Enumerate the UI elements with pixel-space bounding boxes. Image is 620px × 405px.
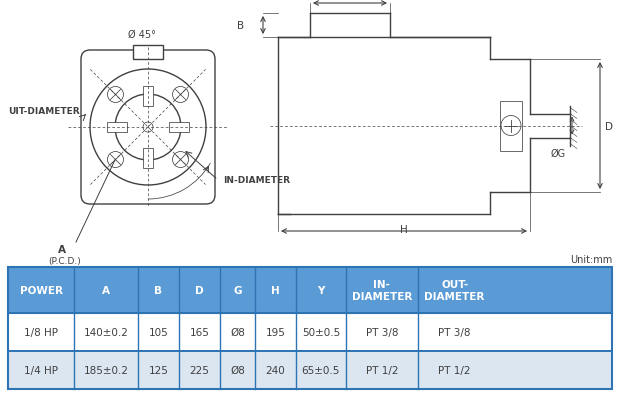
Text: PT 3/8: PT 3/8 [438,327,471,337]
Text: 165: 165 [190,327,210,337]
Text: 195: 195 [265,327,285,337]
Text: 1/8 HP: 1/8 HP [24,327,58,337]
Text: B: B [237,21,244,31]
Bar [8,267,612,389]
Circle shape [172,87,188,103]
Bar [8,313,612,351]
Circle shape [172,152,188,168]
Circle shape [107,152,123,168]
Bar [500,101,522,151]
Bar [8,267,612,313]
Text: PT 1/2: PT 1/2 [366,365,398,375]
Text: A: A [58,244,66,254]
Text: D: D [605,121,613,131]
Circle shape [143,123,153,133]
Text: G: G [233,285,242,295]
Text: 105: 105 [149,327,168,337]
Text: PT 1/2: PT 1/2 [438,365,471,375]
Text: D: D [195,285,204,295]
Text: Y: Y [317,285,324,295]
Text: B: B [154,285,162,295]
Text: H: H [271,285,280,295]
Text: Ø 45°: Ø 45° [128,30,156,40]
Text: 50±0.5: 50±0.5 [302,327,340,337]
Text: 185±0.2: 185±0.2 [84,365,128,375]
Text: OUT-
DIAMETER: OUT- DIAMETER [425,279,485,301]
Bar [133,46,163,60]
Text: 225: 225 [190,365,210,375]
Text: H: H [400,224,408,234]
Text: 65±0.5: 65±0.5 [302,365,340,375]
Text: A: A [102,285,110,295]
Circle shape [107,87,123,103]
Bar [8,351,612,389]
Text: Unit:mm: Unit:mm [570,254,612,264]
Text: IN-
DIAMETER: IN- DIAMETER [352,279,412,301]
Text: Ø8: Ø8 [230,365,245,375]
Bar [107,123,127,133]
Text: (P.C.D.): (P.C.D.) [48,256,81,265]
Bar [143,149,153,168]
Text: PT 3/8: PT 3/8 [366,327,398,337]
Text: 1/4 HP: 1/4 HP [24,365,58,375]
Text: 240: 240 [266,365,285,375]
Text: 125: 125 [148,365,169,375]
Text: POWER: POWER [20,285,63,295]
Text: ØG: ØG [551,148,565,158]
Text: 140±0.2: 140±0.2 [84,327,128,337]
Text: IN-DIAMETER: IN-DIAMETER [223,175,290,185]
Bar [143,87,153,107]
Text: UIT-DIAMETER: UIT-DIAMETER [8,107,79,116]
Text: Ø8: Ø8 [230,327,245,337]
Bar [169,123,189,133]
